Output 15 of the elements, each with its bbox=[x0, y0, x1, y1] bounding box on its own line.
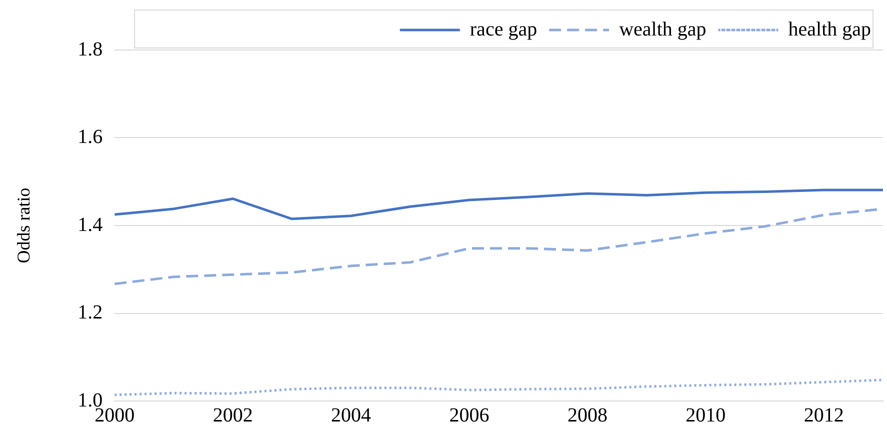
x-tick-label: 2002 bbox=[212, 404, 253, 426]
legend-label: wealth gap bbox=[619, 18, 706, 40]
legend-label: health gap bbox=[788, 18, 872, 40]
x-tick-label: 2010 bbox=[686, 404, 726, 426]
legend-label: race gap bbox=[470, 18, 538, 40]
y-tick-label: 1.4 bbox=[78, 214, 103, 236]
x-tick-label: 2006 bbox=[449, 404, 490, 426]
y-tick-label: 1.2 bbox=[78, 302, 103, 324]
x-tick-label: 2012 bbox=[804, 404, 844, 426]
y-tick-label: 1.8 bbox=[78, 38, 103, 60]
y-axis-title: Odds ratio bbox=[14, 188, 34, 264]
x-tick-label: 2008 bbox=[567, 404, 608, 426]
y-tick-label: 1.6 bbox=[78, 126, 103, 148]
x-tick-label: 2004 bbox=[331, 404, 372, 426]
line-series bbox=[114, 378, 883, 396]
